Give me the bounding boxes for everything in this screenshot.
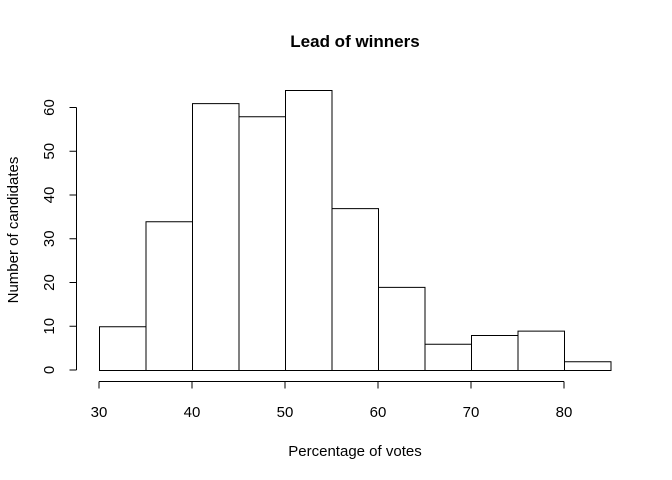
y-tick-label-10: 10 bbox=[41, 318, 58, 335]
y-tick-label-50: 50 bbox=[41, 143, 58, 160]
histogram-bar-55-60 bbox=[331, 208, 379, 371]
x-tick-label-60: 60 bbox=[370, 404, 387, 421]
x-axis: 30 40 50 60 70 80 bbox=[91, 381, 573, 421]
y-axis: 0 10 20 30 40 50 60 bbox=[41, 99, 77, 374]
bars-group bbox=[99, 90, 612, 371]
y-tick-label-0: 0 bbox=[41, 366, 58, 374]
histogram-bar-40-45 bbox=[192, 103, 240, 371]
x-tick-label-30: 30 bbox=[91, 404, 108, 421]
x-tick-label-80: 80 bbox=[556, 404, 573, 421]
histogram-bar-70-75 bbox=[471, 335, 519, 371]
histogram-bar-45-50 bbox=[238, 116, 286, 371]
histogram-bar-75-80 bbox=[517, 330, 565, 371]
x-tick-label-40: 40 bbox=[184, 404, 201, 421]
histogram-bar-60-65 bbox=[378, 286, 426, 371]
histogram-bar-30-35 bbox=[99, 326, 147, 371]
x-axis-label: Percentage of votes bbox=[288, 443, 421, 460]
x-tick-label-70: 70 bbox=[463, 404, 480, 421]
histogram-bar-50-55 bbox=[285, 90, 333, 371]
histogram-bar-65-70 bbox=[424, 343, 472, 371]
chart-title: Lead of winners bbox=[290, 32, 419, 51]
y-tick-label-60: 60 bbox=[41, 99, 58, 116]
histogram-bar-35-40 bbox=[145, 221, 193, 371]
y-axis-label: Number of candidates bbox=[5, 157, 22, 304]
x-tick-label-50: 50 bbox=[277, 404, 294, 421]
y-tick-label-30: 30 bbox=[41, 230, 58, 247]
y-tick-label-20: 20 bbox=[41, 274, 58, 291]
y-tick-label-40: 40 bbox=[41, 187, 58, 204]
histogram-bar-80-85 bbox=[564, 361, 612, 371]
